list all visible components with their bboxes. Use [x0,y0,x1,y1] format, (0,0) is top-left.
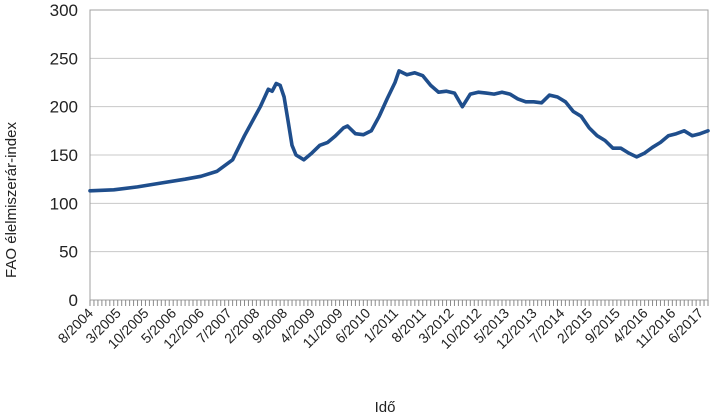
y-axis-ticks: 0 50 100 150 200 250 300 [50,1,78,310]
series-line [88,69,710,193]
y-tick-label: 200 [50,98,78,117]
series-group [88,69,710,193]
y-tick-label: 300 [50,1,78,20]
y-axis-title: FAO élelmiszerár-index [3,122,20,278]
y-tick-label: 0 [69,291,78,310]
x-axis-title: Idő [375,399,396,416]
y-tick-label: 250 [50,49,78,68]
y-tick-label: 100 [50,194,78,213]
x-axis-ticks: 8/20043/200510/20055/200612/20067/20072/… [55,300,709,352]
y-tick-label: 150 [50,146,78,165]
grid [89,9,709,301]
y-tick-label: 50 [59,243,78,262]
